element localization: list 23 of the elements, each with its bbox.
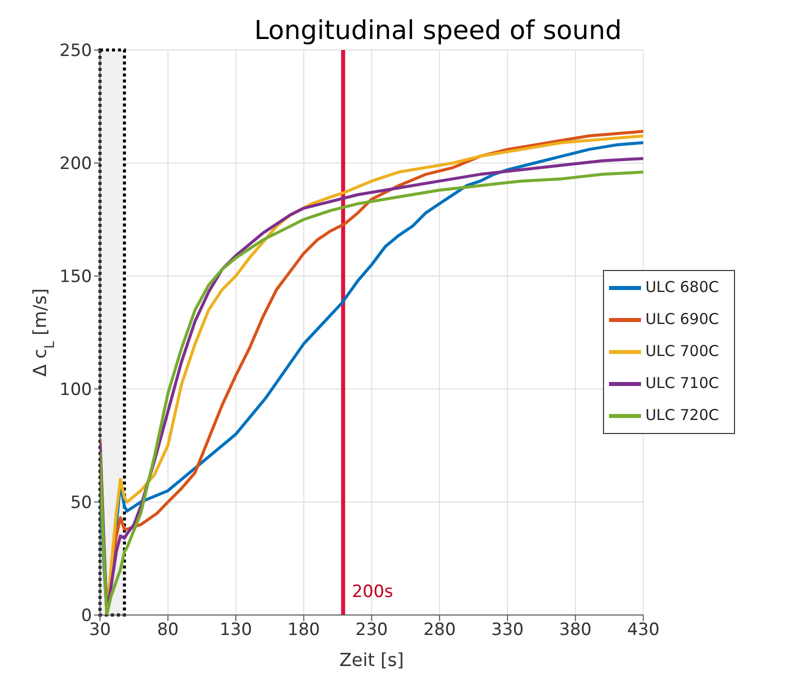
ref-line-label: 200s	[352, 582, 394, 602]
legend-label: ULC 700C	[645, 342, 719, 360]
legend-label: ULC 680C	[645, 278, 719, 296]
x-tick-label: 30	[89, 620, 111, 640]
legend-label: ULC 710C	[645, 374, 719, 392]
x-tick-label: 180	[288, 620, 320, 640]
x-tick-label: 230	[355, 620, 388, 640]
x-tick-label: 430	[627, 620, 660, 640]
legend-label: ULC 720C	[645, 406, 719, 424]
y-tick-label: 50	[70, 493, 92, 514]
y-tick-label: 0	[81, 606, 92, 626]
x-tick-label: 80	[157, 620, 179, 640]
x-axis-title: Zeit [s]	[339, 650, 404, 671]
y-tick-label: 250	[60, 41, 92, 62]
x-tick-label: 280	[423, 620, 456, 640]
chart-title: Longitudinal speed of sound	[254, 16, 622, 46]
x-tick-label: 330	[491, 620, 524, 640]
legend-label: ULC 690C	[645, 310, 719, 328]
x-tick-label: 380	[559, 620, 592, 640]
x-tick-label: 130	[220, 620, 252, 640]
y-tick-label: 100	[60, 380, 92, 400]
y-tick-label: 150	[60, 267, 92, 288]
y-tick-label: 200	[60, 154, 92, 174]
